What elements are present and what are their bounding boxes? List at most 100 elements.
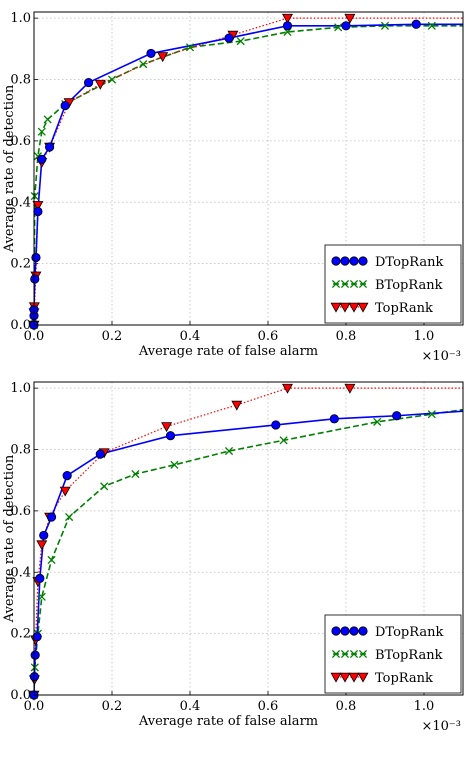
x-tick-label: 0.8 xyxy=(336,699,357,714)
x-axis-label: Average rate of false alarm xyxy=(138,714,318,729)
series-markers-toprank xyxy=(28,383,356,701)
data-point-btoprank xyxy=(427,410,436,419)
data-point-toprank xyxy=(161,422,173,433)
data-point-btoprank xyxy=(30,192,39,201)
legend-marker-toprank xyxy=(339,672,351,683)
data-point-btoprank xyxy=(185,43,195,52)
legend-marker-btoprank xyxy=(331,279,341,289)
y-tick-label: 0.0 xyxy=(10,688,31,703)
legend-marker-dtoprank xyxy=(331,256,341,266)
data-point-btoprank xyxy=(100,482,109,491)
chart-1: 0.00.0 0.2 0.2 0.4 0.4 0.6 0.6 0.8 0.8 1.0 1.0 Aver… xyxy=(2,11,464,364)
data-point-toprank xyxy=(59,486,71,497)
legend-marker-dtoprank xyxy=(349,626,359,636)
y-tick-label: 0.0 xyxy=(10,318,31,333)
legend-marker-toprank xyxy=(348,672,360,683)
legend-marker-toprank xyxy=(330,672,342,683)
legend-marker-dtoprank xyxy=(349,256,359,266)
data-point-dtoprank xyxy=(95,449,105,459)
data-point-dtoprank xyxy=(341,21,351,31)
data-point-toprank xyxy=(94,79,106,90)
data-point-btoprank xyxy=(30,663,39,672)
legend-marker-btoprank xyxy=(349,649,359,659)
legend: DTopRank BTopRank TopRank xyxy=(324,244,462,324)
x-tick-label: 1.0 xyxy=(414,329,435,344)
legend-label-toprank: TopRank xyxy=(375,301,433,316)
series-markers-toprank xyxy=(28,13,356,331)
x-tick-label: 0.6 xyxy=(258,699,279,714)
y-axis-label: Average rate of detection xyxy=(2,84,17,253)
y-tick-label: 0.2 xyxy=(10,627,31,642)
x-tick-label: 0.4 xyxy=(180,699,201,714)
series-line-toprank xyxy=(34,17,463,325)
data-point-btoprank xyxy=(37,592,46,601)
data-point-dtoprank xyxy=(39,530,49,541)
legend-marker-dtoprank xyxy=(358,626,368,636)
x-axis-multiplier: ×10⁻³ xyxy=(421,719,461,734)
data-point-btoprank xyxy=(224,446,234,456)
data-point-dtoprank xyxy=(32,632,42,642)
data-point-toprank xyxy=(282,383,293,394)
x-tick-label: 0.2 xyxy=(102,329,123,344)
legend-label-toprank: TopRank xyxy=(375,671,433,686)
y-tick-label: 1.0 xyxy=(10,381,31,396)
legend-marker-btoprank xyxy=(358,649,368,659)
data-point-toprank xyxy=(32,201,44,211)
data-point-btoprank xyxy=(279,436,288,445)
data-point-dtoprank xyxy=(271,420,281,430)
data-point-toprank xyxy=(282,13,293,24)
legend: DTopRank BTopRank TopRank xyxy=(324,614,462,694)
data-point-btoprank xyxy=(37,127,46,136)
data-point-btoprank xyxy=(334,23,343,32)
legend-marker-dtoprank xyxy=(340,256,350,266)
data-point-btoprank xyxy=(373,417,382,426)
data-point-toprank xyxy=(344,13,356,24)
legend-marker-dtoprank xyxy=(340,626,350,636)
x-tick-label: 0.6 xyxy=(258,329,279,344)
data-point-dtoprank xyxy=(282,21,293,31)
chart-2: 0.00.0 0.2 0.2 0.4 0.4 0.6 0.6 0.8 0.8 1.0 1.0 Aver… xyxy=(2,381,464,734)
x-tick-label: 1.0 xyxy=(414,699,435,714)
data-point-btoprank xyxy=(170,460,179,469)
data-point-btoprank xyxy=(47,555,56,565)
data-point-dtoprank xyxy=(392,411,402,421)
y-tick-label: 1.0 xyxy=(10,11,31,26)
data-point-dtoprank xyxy=(224,33,234,43)
y-axis-label: Average rate of detection xyxy=(2,454,17,623)
data-point-btoprank xyxy=(107,75,117,84)
data-point-btoprank xyxy=(131,469,140,479)
data-point-dtoprank xyxy=(329,414,339,424)
data-point-dtoprank xyxy=(165,431,176,441)
plot-frame xyxy=(33,381,464,696)
data-point-btoprank xyxy=(139,60,148,69)
legend-marker-btoprank xyxy=(331,649,341,659)
legend-marker-dtoprank xyxy=(331,626,341,636)
x-axis-multiplier: ×10⁻³ xyxy=(421,349,461,364)
legend-marker-toprank xyxy=(357,302,369,313)
y-tick-label: 0.8 xyxy=(10,443,31,458)
legend-label-dtoprank: DTopRank xyxy=(375,255,443,270)
y-tick-label: 0.6 xyxy=(10,504,31,519)
x-tick-label: 0.0 xyxy=(24,329,45,344)
data-point-dtoprank xyxy=(146,48,156,59)
data-point-dtoprank xyxy=(30,274,40,284)
legend-marker-toprank xyxy=(330,302,342,313)
x-tick-label: 0.4 xyxy=(180,329,201,344)
legend-marker-dtoprank xyxy=(358,256,368,266)
data-point-btoprank xyxy=(65,512,74,522)
legend-marker-toprank xyxy=(339,302,351,313)
data-point-btoprank xyxy=(236,37,245,46)
legend-label-btoprank: BTopRank xyxy=(375,648,443,663)
x-tick-label: 0.0 xyxy=(24,699,45,714)
y-tick-label: 0.2 xyxy=(10,257,31,272)
data-point-dtoprank xyxy=(31,252,41,263)
x-tick-label: 0.8 xyxy=(336,329,357,344)
data-point-dtoprank xyxy=(37,154,47,164)
legend-marker-toprank xyxy=(348,302,360,313)
data-point-toprank xyxy=(231,400,243,411)
data-point-btoprank xyxy=(427,21,436,30)
data-point-dtoprank xyxy=(30,650,40,660)
data-point-dtoprank xyxy=(33,206,43,217)
y-tick-label: 0.4 xyxy=(10,565,31,580)
